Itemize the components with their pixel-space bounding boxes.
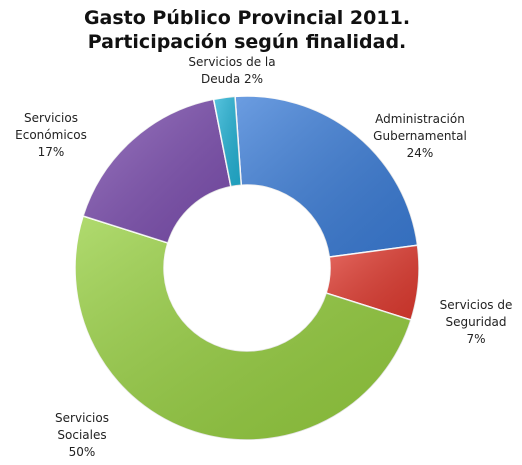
- slice-label-line: Administración: [375, 112, 465, 126]
- slice-label-line: 17%: [38, 145, 65, 159]
- slice-label-line: Económicos: [15, 128, 87, 142]
- slice-label-line: Servicios de: [440, 298, 513, 312]
- chart-title: Gasto Público Provincial 2011.: [84, 7, 410, 29]
- slice-label-line: 50%: [69, 445, 96, 459]
- slice-label-line: Servicios de la: [188, 55, 275, 69]
- slice-label-line: 24%: [407, 146, 434, 160]
- slice-label-line: Servicios: [24, 111, 78, 125]
- slice-shade-1: [326, 245, 419, 321]
- slice-label-line: Deuda 2%: [201, 72, 263, 86]
- slice-label-line: Gubernamental: [373, 129, 467, 143]
- slice-shade-2: [74, 215, 411, 440]
- chart-subtitle: Participación según finalidad.: [88, 31, 407, 53]
- slice-label-line: Servicios: [55, 411, 109, 425]
- slice-label-line: Seguridad: [445, 315, 506, 329]
- slice-label-2: Servicios Sociales 50%: [55, 411, 109, 459]
- slice-label-line: Sociales: [57, 428, 106, 442]
- slice-label-line: 7%: [466, 332, 485, 346]
- slice-shade-3: [83, 99, 231, 243]
- slice-label-1: Servicios de Seguridad 7%: [440, 298, 513, 346]
- donut-slices: [74, 95, 420, 441]
- slice-labels: Administración Gubernamental 24% Servicios …: [15, 55, 512, 459]
- slice-shade-0: [235, 96, 418, 258]
- slice-label-3: Servicios Económicos 17%: [15, 111, 87, 159]
- slice-shade-4: [213, 96, 242, 187]
- slice-label-4: Servicios de la Deuda 2%: [188, 55, 275, 86]
- slice-label-0: Administración Gubernamental 24%: [373, 112, 467, 160]
